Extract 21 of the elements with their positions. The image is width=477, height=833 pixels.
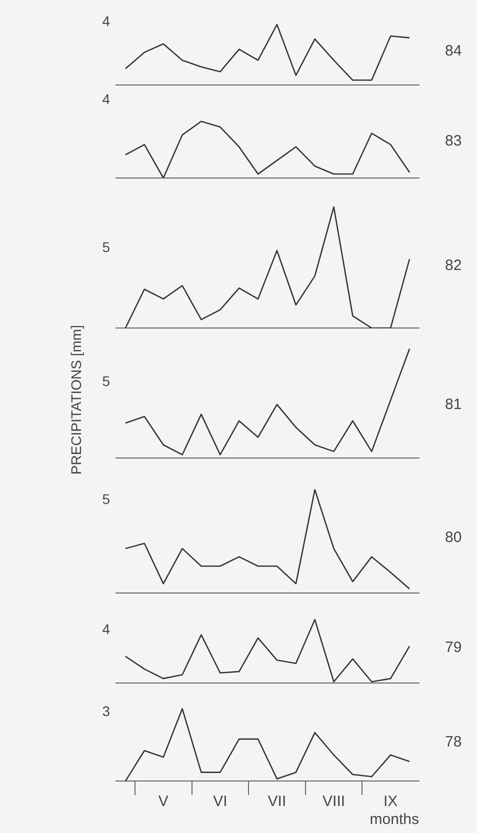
text: 84: [445, 42, 462, 60]
text: 83: [445, 132, 462, 150]
text: 4: [102, 12, 110, 29]
x-tick-label: VI: [213, 793, 228, 810]
x-tick-label: V: [158, 793, 168, 810]
text: 5: [102, 372, 110, 389]
text: 5: [102, 238, 110, 255]
text: 82: [445, 257, 462, 274]
text: 78: [445, 733, 462, 750]
text: 4: [102, 620, 110, 637]
x-tick-label: VII: [268, 793, 286, 810]
text: 81: [445, 396, 462, 414]
text: 5: [102, 490, 110, 507]
text: 4: [102, 90, 110, 107]
y-axis-title: PRECIPITATIONS [mm]: [68, 325, 84, 475]
text: 3: [102, 702, 110, 719]
text: 79: [445, 639, 462, 656]
x-axis-title: months: [370, 811, 419, 828]
x-tick-label: VIII: [322, 793, 346, 810]
text: 80: [445, 528, 462, 546]
x-tick-label: IX: [384, 793, 398, 810]
